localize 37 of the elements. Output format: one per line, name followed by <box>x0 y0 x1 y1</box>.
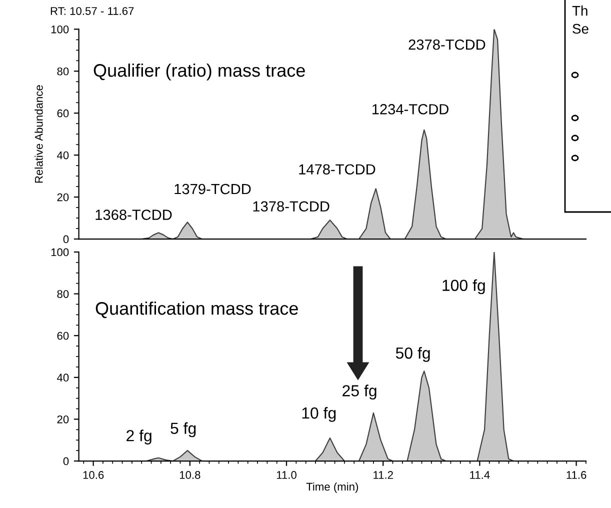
x-tick-label: 11.4 <box>470 471 490 479</box>
y-tick-label: 20 <box>57 193 69 202</box>
annotation: 1379-TCDD <box>174 184 251 194</box>
x-tick-label: 10.6 <box>83 471 104 479</box>
annotation: 100 fg <box>442 279 485 294</box>
annotation: 1234-TCDD <box>372 104 448 114</box>
annotation: 1478-TCDD <box>299 164 376 175</box>
x-axis-title: Time (min) <box>306 482 358 493</box>
annotation: Qualifier (ratio) mass trace <box>94 64 305 80</box>
annotation: Quantification mass trace <box>96 302 298 318</box>
annotation: 5 fg <box>170 422 196 438</box>
y-tick-label: 20 <box>57 415 69 424</box>
annotation: Se <box>572 24 588 34</box>
x-tick-label: 11.2 <box>374 471 393 479</box>
y-tick-label: 40 <box>56 151 69 160</box>
y-tick-label: 100 <box>51 248 69 256</box>
text: RT: 10.57 - 11.67 <box>50 7 134 15</box>
annotation: 10 fg <box>302 406 336 422</box>
y-tick-label: 0 <box>63 457 69 466</box>
y-tick-label: 0 <box>63 235 69 244</box>
y-tick-label: 80 <box>57 67 69 76</box>
y-tick-label: 60 <box>57 332 69 340</box>
annotation: 2 fg <box>126 430 152 444</box>
annotation: 1368-TCDD <box>96 210 172 220</box>
x-tick-label: 11.6 <box>566 471 586 479</box>
y-tick-label: 60 <box>57 109 69 118</box>
annotation: 25 fg <box>342 384 376 400</box>
x-tick-label: 11.0 <box>276 471 296 479</box>
x-tick-label: 10.8 <box>180 471 200 479</box>
y-tick-label: 80 <box>57 290 69 298</box>
annotation: 2378-TCDD <box>408 39 486 50</box>
annotation: 1378-TCDD <box>253 201 330 212</box>
text: Th <box>572 6 588 16</box>
y-axis-title: Relative Abundance <box>34 85 43 183</box>
y-tick-label: 40 <box>56 374 69 382</box>
y-tick-label: 100 <box>51 25 69 34</box>
annotation: 50 fg <box>396 347 430 362</box>
